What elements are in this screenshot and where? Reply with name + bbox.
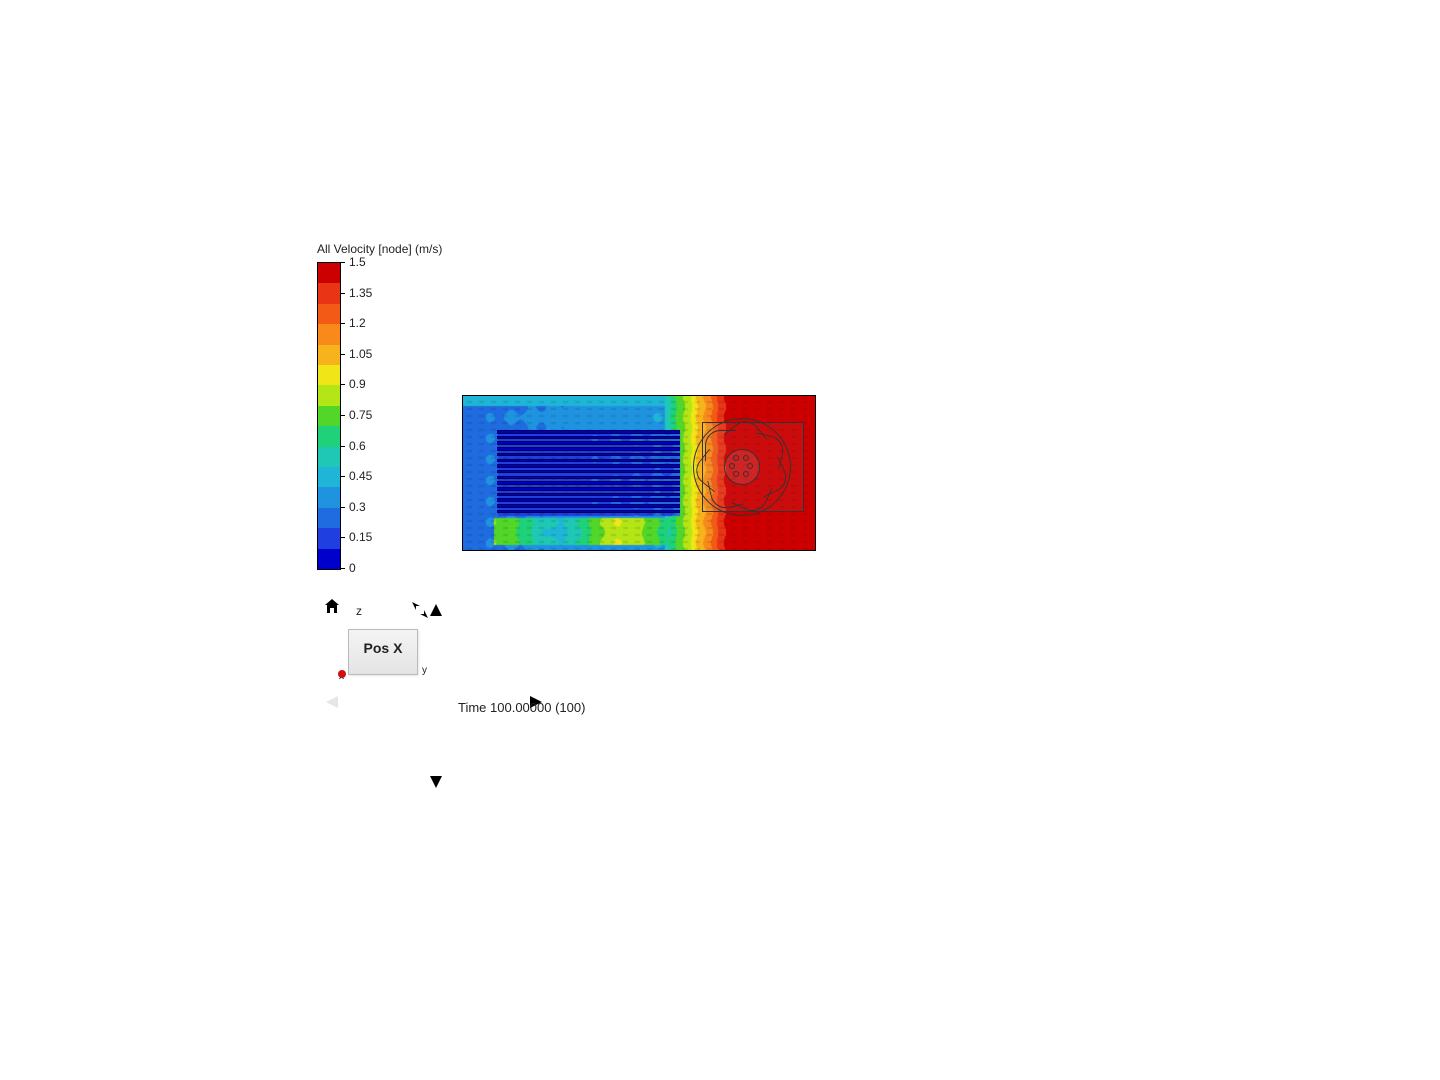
heatsink-fins	[497, 430, 680, 516]
view-cube-face-label: Pos X	[349, 640, 417, 656]
legend-title: All Velocity [node] (m/s)	[317, 242, 442, 256]
view-cube[interactable]: Pos X y x	[348, 629, 418, 675]
axis-label-y: y	[422, 665, 427, 676]
arrow-left-icon	[326, 696, 338, 708]
legend-labels: 1.51.351.21.050.90.750.60.450.30.150	[317, 262, 341, 570]
rotate-diag-button[interactable]	[410, 600, 430, 623]
arrow-down-icon	[430, 776, 442, 788]
simulation-viewport[interactable]	[462, 395, 816, 551]
view-orientation-control: z Pos X y x	[318, 596, 444, 696]
time-display: Time 100.00000 (100)	[458, 700, 585, 715]
axis-label-z: z	[356, 604, 362, 618]
arrow-up-icon	[430, 604, 442, 616]
color-legend: 1.51.351.21.050.90.750.60.450.30.150	[317, 262, 341, 570]
axis-origin-dot	[338, 670, 346, 678]
home-icon[interactable]	[324, 598, 340, 617]
